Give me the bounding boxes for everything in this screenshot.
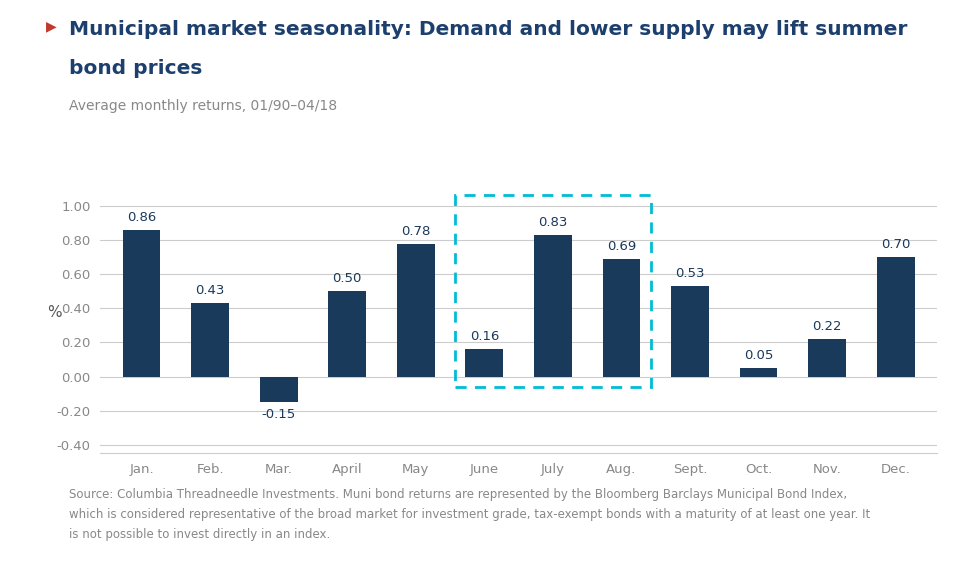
Text: 0.43: 0.43 bbox=[195, 284, 225, 297]
Bar bbox=[191, 303, 228, 377]
Text: 0.70: 0.70 bbox=[881, 238, 910, 251]
Bar bbox=[671, 287, 709, 377]
Bar bbox=[466, 349, 503, 377]
Text: 0.69: 0.69 bbox=[607, 240, 636, 253]
Bar bbox=[602, 259, 641, 377]
Text: Source: Columbia Threadneedle Investments. Muni bond returns are represented by : Source: Columbia Threadneedle Investment… bbox=[69, 488, 847, 501]
Text: 0.78: 0.78 bbox=[402, 225, 430, 238]
Text: bond prices: bond prices bbox=[69, 59, 203, 78]
Text: 0.86: 0.86 bbox=[127, 211, 156, 224]
Bar bbox=[260, 377, 297, 402]
Text: Municipal market seasonality: Demand and lower supply may lift summer: Municipal market seasonality: Demand and… bbox=[69, 20, 907, 39]
Bar bbox=[534, 235, 572, 377]
Text: Average monthly returns, 01/90–04/18: Average monthly returns, 01/90–04/18 bbox=[69, 99, 337, 113]
Text: 0.16: 0.16 bbox=[469, 330, 499, 343]
Bar bbox=[397, 244, 435, 377]
Bar bbox=[122, 230, 161, 377]
Bar bbox=[328, 292, 366, 377]
Y-axis label: %: % bbox=[47, 305, 62, 320]
Bar bbox=[740, 368, 777, 377]
Bar bbox=[877, 257, 915, 377]
Text: -0.15: -0.15 bbox=[262, 408, 295, 421]
Text: 0.22: 0.22 bbox=[813, 320, 842, 333]
Text: 0.83: 0.83 bbox=[538, 216, 568, 229]
Text: 0.53: 0.53 bbox=[675, 267, 705, 280]
Text: which is considered representative of the broad market for investment grade, tax: which is considered representative of th… bbox=[69, 508, 870, 521]
Text: is not possible to invest directly in an index.: is not possible to invest directly in an… bbox=[69, 528, 334, 540]
Text: ▶: ▶ bbox=[46, 20, 56, 34]
Text: 0.05: 0.05 bbox=[744, 349, 773, 362]
Bar bbox=[809, 339, 846, 377]
Text: 0.50: 0.50 bbox=[333, 272, 362, 285]
